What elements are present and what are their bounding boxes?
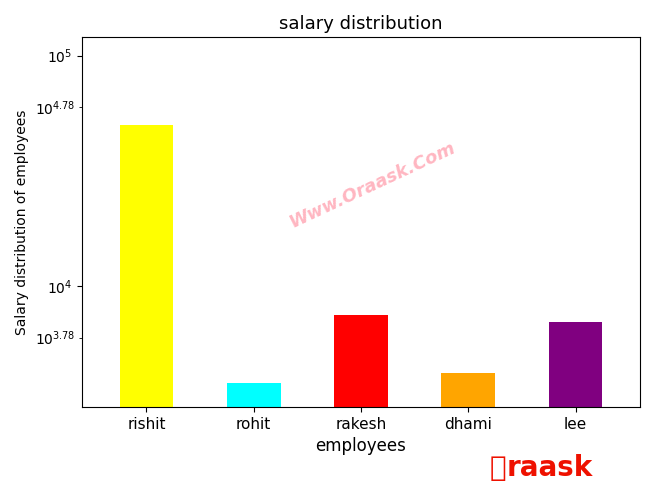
Bar <box>334 315 388 495</box>
Text: ⓞ: ⓞ <box>489 454 506 482</box>
Text: raask: raask <box>507 454 593 482</box>
Text: Www.Oraask.Com: Www.Oraask.Com <box>286 139 458 232</box>
Title: salary distribution: salary distribution <box>279 15 443 33</box>
Y-axis label: Salary distribution of employees: Salary distribution of employees <box>15 109 29 335</box>
Bar <box>227 383 280 495</box>
Bar <box>120 125 173 495</box>
Bar <box>441 373 495 495</box>
Bar <box>549 322 603 495</box>
X-axis label: employees: employees <box>316 437 407 455</box>
